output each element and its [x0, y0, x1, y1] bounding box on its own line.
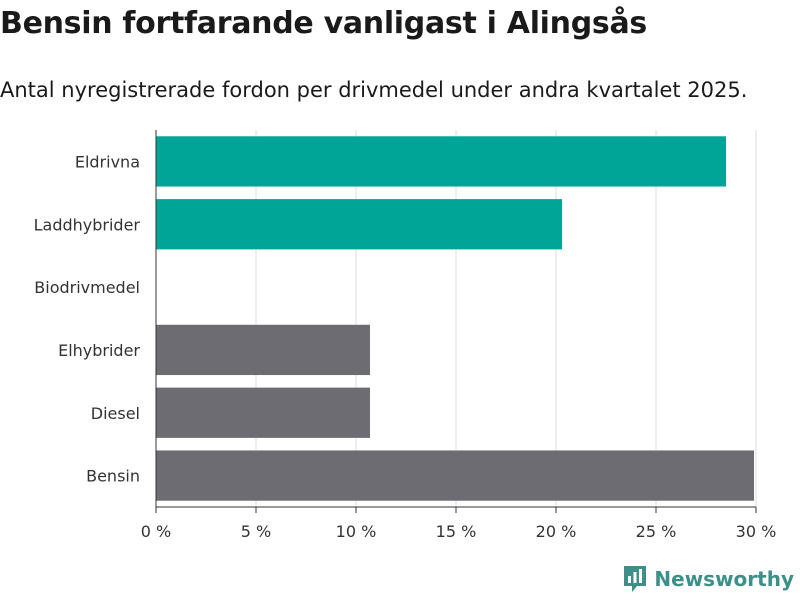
- x-tick-label: 15 %: [436, 522, 477, 541]
- chart-subtitle: Antal nyregistrerade fordon per drivmede…: [0, 78, 748, 102]
- newsworthy-logo-icon: [624, 566, 647, 592]
- bar: [156, 387, 370, 438]
- category-label: Laddhybrider: [34, 215, 141, 234]
- chart-title: Bensin fortfarande vanligast i Alingsås: [0, 6, 647, 41]
- category-label: Elhybrider: [58, 341, 140, 360]
- category-label: Biodrivmedel: [34, 278, 140, 297]
- bar: [156, 199, 562, 250]
- axes: 0 % 5 % 10 % 15 % 20 % 25 % 30 % Eldrivna Laddhy…: [34, 130, 777, 541]
- x-tick-label: 0 %: [141, 522, 171, 541]
- brand-name: Newsworthy: [654, 567, 794, 591]
- category-label: Diesel: [91, 404, 140, 423]
- brand-logo: Newsworthy: [622, 564, 794, 594]
- x-tick-label: 25 %: [636, 522, 677, 541]
- bar: [156, 450, 754, 501]
- bar: [156, 324, 370, 376]
- x-tick-label: 10 %: [336, 522, 377, 541]
- bars: [156, 136, 754, 501]
- x-tick-label: 30 %: [736, 522, 777, 541]
- category-label: Eldrivna: [75, 152, 140, 171]
- x-tick-label: 5 %: [241, 522, 271, 541]
- bar: [156, 136, 726, 187]
- category-label: Bensin: [86, 467, 140, 486]
- x-tick-label: 20 %: [536, 522, 577, 541]
- grid: [255, 130, 757, 507]
